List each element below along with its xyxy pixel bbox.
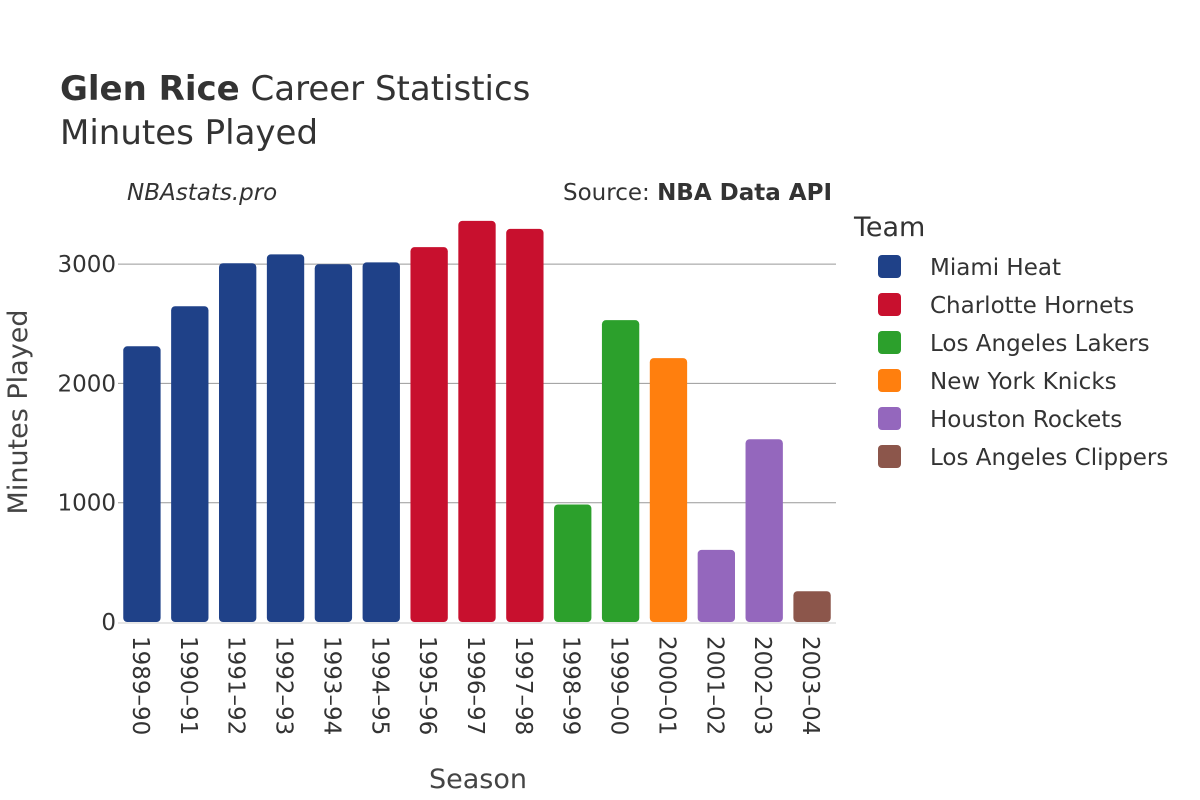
bars (123, 220, 831, 623)
legend-label[interactable]: Los Angeles Clippers (930, 445, 1168, 471)
y-tick-label: 2000 (57, 371, 116, 397)
legend-swatch[interactable] (878, 293, 901, 316)
legend-swatch[interactable] (878, 407, 901, 430)
legend-swatch[interactable] (878, 445, 901, 468)
x-tick-label: 2003–04 (797, 636, 823, 735)
bar-1989–90[interactable] (123, 346, 161, 622)
x-tick-label: 1999–00 (606, 636, 632, 735)
bar-1995–96[interactable] (410, 247, 448, 622)
x-axis-title: Season (429, 764, 527, 795)
x-tick-label: 1990–91 (175, 636, 201, 735)
title-rest: Career Statistics (251, 69, 531, 109)
x-tick-label: 1996–97 (462, 636, 488, 735)
bar-1993–94[interactable] (314, 264, 353, 622)
x-tick-label: 1991–92 (223, 636, 249, 735)
x-tick-label: 1995–96 (414, 636, 440, 735)
source-name: NBA Data API (657, 180, 832, 206)
legend-label[interactable]: Houston Rockets (930, 407, 1122, 433)
legend-swatch[interactable] (878, 369, 901, 392)
bar-2000–01[interactable] (649, 358, 688, 622)
y-axis-ticks: 0 1000 2000 3000 (57, 252, 116, 636)
legend-swatch[interactable] (878, 331, 901, 354)
chart-title: Glen Rice Career Statistics (60, 69, 530, 109)
legend-label[interactable]: Los Angeles Lakers (930, 331, 1150, 357)
title-player-name: Glen Rice (60, 69, 240, 109)
bar-1996–97[interactable] (458, 220, 496, 623)
legend: Miami Heat Charlotte Hornets Los Angeles L… (878, 255, 1168, 471)
bar-1997–98[interactable] (506, 228, 544, 622)
x-axis-ticks: 1989–90 1990–91 1991–92 1992–93 1993–94 1994–… (127, 636, 823, 735)
legend-label[interactable]: New York Knicks (930, 369, 1117, 395)
x-tick-label: 1998–99 (558, 636, 584, 735)
bar-2002–03[interactable] (745, 439, 783, 622)
x-tick-label: 1993–94 (318, 636, 344, 735)
x-tick-label: 1994–95 (366, 636, 392, 735)
bar-2001–02[interactable] (697, 549, 736, 622)
bar-1992–93[interactable] (266, 254, 305, 623)
y-tick-label: 3000 (57, 252, 116, 278)
x-tick-label: 2001–02 (701, 636, 727, 735)
x-tick-label: 1992–93 (271, 636, 297, 735)
legend-title: Team (853, 212, 925, 243)
x-tick-label: 1989–90 (127, 636, 153, 735)
y-axis-title: Minutes Played (3, 310, 34, 515)
y-tick-label: 0 (101, 610, 116, 636)
source-credit: Source: NBA Data API (563, 180, 832, 206)
legend-label[interactable]: Charlotte Hornets (930, 293, 1134, 319)
bar-1991–92[interactable] (218, 263, 257, 622)
watermark: NBAstats.pro (127, 180, 277, 206)
legend-swatch[interactable] (878, 255, 901, 278)
legend-label[interactable]: Miami Heat (930, 255, 1061, 281)
chart-subtitle: Minutes Played (60, 113, 318, 153)
bar-1999–00[interactable] (601, 320, 640, 622)
bar-1998–99[interactable] (554, 504, 592, 622)
bar-2003–04[interactable] (793, 591, 831, 622)
bar-1994–95[interactable] (362, 262, 400, 622)
bar-1990–91[interactable] (171, 306, 209, 622)
y-tick-label: 1000 (57, 491, 116, 517)
source-prefix: Source: (563, 180, 657, 206)
x-tick-label: 2000–01 (653, 636, 679, 735)
x-tick-label: 2002–03 (749, 636, 775, 735)
x-tick-label: 1997–98 (510, 636, 536, 735)
